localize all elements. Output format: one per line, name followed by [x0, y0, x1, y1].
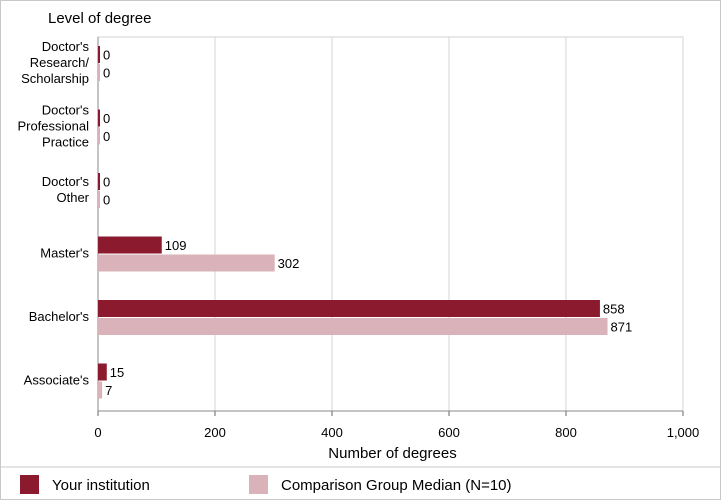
bar-comparison-median	[98, 64, 100, 81]
x-tick-label: 200	[204, 425, 226, 440]
bar-comparison-median	[98, 254, 275, 272]
x-tick-label: 0	[94, 425, 101, 440]
plot-area	[97, 36, 684, 412]
data-label: 7	[105, 383, 112, 398]
x-tick-label: 600	[438, 425, 460, 440]
x-tick-label: 400	[321, 425, 343, 440]
data-label: 302	[278, 256, 300, 271]
category-label: Associate's	[24, 373, 90, 388]
x-tick-label: 800	[555, 425, 577, 440]
bar-comparison-median	[98, 318, 608, 335]
chart-title: Level of degree	[48, 10, 151, 27]
bar-your-institution	[98, 236, 162, 254]
legend-swatch	[20, 475, 39, 494]
bar-your-institution	[98, 46, 100, 63]
category-label: Professional	[17, 119, 89, 134]
data-label: 858	[603, 302, 625, 317]
data-label: 0	[103, 48, 110, 63]
category-label: Practice	[42, 135, 89, 150]
data-label: 0	[103, 111, 110, 126]
category-label: Scholarship	[21, 71, 89, 86]
category-label: Doctor's	[42, 39, 90, 54]
data-label: 15	[110, 365, 124, 380]
bar-comparison-median	[98, 191, 100, 208]
x-axis-title: Number of degrees	[328, 445, 456, 462]
bar-your-institution	[98, 363, 107, 381]
x-tick-label: 1,000	[667, 425, 700, 440]
category-label: Bachelor's	[29, 309, 90, 324]
category-label: Other	[56, 190, 89, 205]
legend-swatch	[249, 475, 268, 494]
bar-your-institution	[98, 173, 100, 190]
category-label: Doctor's	[42, 103, 90, 118]
data-label: 0	[103, 129, 110, 144]
bar-comparison-median	[98, 127, 100, 145]
category-label: Master's	[40, 246, 89, 261]
category-label: Doctor's	[42, 174, 90, 189]
data-label: 0	[103, 175, 110, 190]
bar-comparison-median	[98, 381, 103, 399]
bar-your-institution	[98, 109, 100, 127]
data-label: 0	[103, 66, 110, 81]
bar-your-institution	[98, 300, 600, 317]
category-label: Research/	[30, 55, 90, 70]
data-label: 871	[611, 320, 633, 335]
data-label: 0	[103, 193, 110, 208]
data-label: 109	[165, 238, 187, 253]
legend-label: Comparison Group Median (N=10)	[281, 477, 512, 494]
legend-label: Your institution	[52, 477, 150, 494]
